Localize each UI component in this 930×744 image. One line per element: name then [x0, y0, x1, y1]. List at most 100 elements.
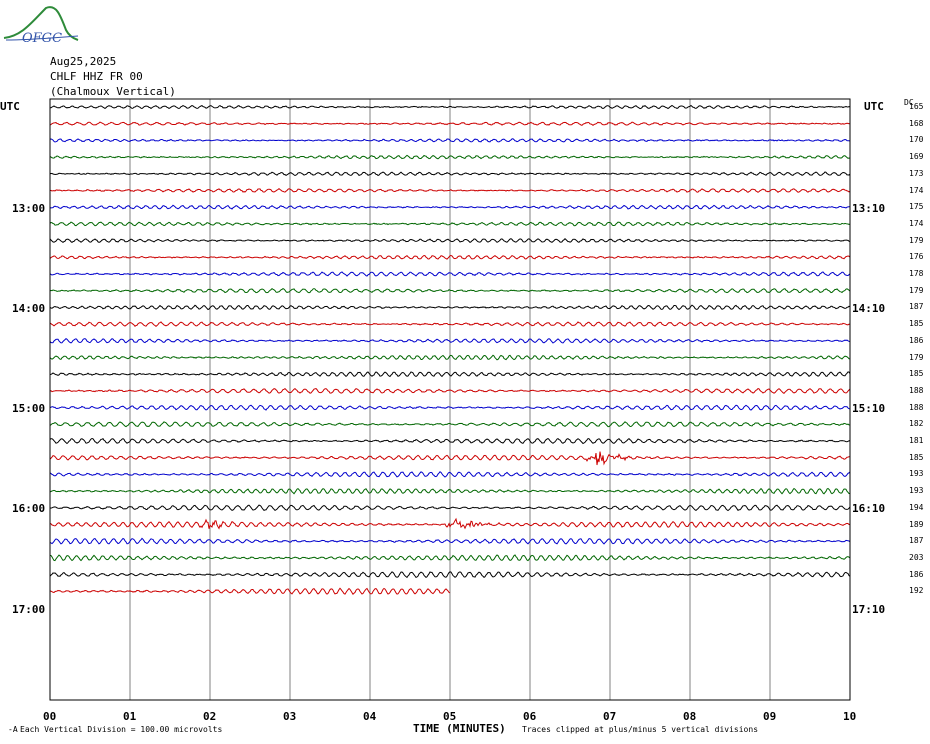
dc-offset-value: 179	[909, 235, 924, 245]
trace-2	[49, 121, 850, 126]
footer-division-note: Each Vertical Division = 100.00 microvol…	[20, 725, 223, 734]
x-axis-title: TIME (MINUTES)	[413, 722, 506, 735]
trace-3	[49, 138, 851, 143]
dc-offset-value: 174	[909, 218, 924, 228]
dc-offset-value: 185	[909, 319, 924, 329]
trace-8	[49, 221, 851, 227]
dc-offset-value: 188	[909, 385, 924, 395]
trace-1	[50, 104, 851, 110]
header-date: Aug25,2025	[50, 55, 117, 68]
dc-offset-value: 168	[909, 118, 924, 128]
dc-offset-value: 179	[909, 285, 924, 295]
trace-10	[49, 254, 851, 260]
trace-4	[49, 154, 851, 160]
footer-clip-note: Traces clipped at plus/minus 5 vertical …	[522, 725, 759, 734]
x-tick-label: 07	[603, 710, 617, 723]
dc-offset-value: 192	[909, 586, 924, 596]
dc-label: DC	[904, 98, 914, 107]
x-tick-label: 08	[683, 710, 697, 723]
dc-offset-value: 179	[909, 352, 924, 362]
x-tick-label: 01	[123, 710, 137, 723]
right-time-label: 16:10	[852, 502, 886, 515]
dc-offset-value: 182	[909, 419, 924, 429]
trace-20	[49, 421, 851, 428]
header-location: (Chalmoux Vertical)	[50, 85, 176, 98]
dc-offset-value: 170	[909, 135, 924, 145]
trace-28	[50, 554, 851, 562]
logo-text: OFGC	[22, 31, 62, 46]
dc-offset-value: 165	[909, 102, 924, 111]
trace-11	[49, 271, 851, 277]
left-utc-label: UTC	[0, 100, 20, 113]
dc-offset-value: 189	[909, 519, 924, 529]
x-tick-label: 10	[843, 710, 857, 723]
trace-12	[49, 287, 851, 294]
ofgc-logo: OFGC	[3, 6, 79, 46]
trace-7	[49, 204, 851, 210]
dc-offset-value: 187	[909, 536, 924, 546]
dc-offset-value: 174	[909, 185, 924, 195]
dc-offset-value: 176	[909, 252, 924, 262]
trace-23	[49, 471, 851, 478]
grid-lines	[129, 99, 771, 700]
plot-frame	[49, 98, 851, 701]
x-tick-label: 04	[363, 710, 377, 723]
left-time-label: 15:00	[12, 402, 46, 415]
trace-21	[49, 437, 851, 445]
seismic-traces	[49, 104, 851, 595]
trace-14	[49, 321, 851, 328]
x-tick-label: 05	[443, 710, 457, 723]
trace-13	[49, 304, 851, 311]
logo-underline	[5, 35, 79, 41]
dc-offset-value: 194	[909, 502, 924, 512]
trace-24	[49, 487, 851, 495]
right-utc-label: UTC	[864, 100, 884, 113]
x-tick-label: 09	[763, 710, 777, 723]
right-time-label: 15:10	[852, 402, 886, 415]
dc-offset-value: 186	[909, 335, 924, 345]
right-time-label: 13:10	[852, 202, 886, 215]
left-time-label: 16:00	[12, 502, 46, 515]
dc-offset-value: 173	[909, 168, 924, 178]
dc-offset-value: 188	[909, 402, 924, 412]
x-tick-label: 06	[523, 710, 537, 723]
trace-26	[49, 517, 851, 530]
left-time-label: 14:00	[12, 302, 46, 315]
right-time-label: 17:10	[852, 603, 886, 616]
trace-25	[49, 504, 851, 512]
dc-offset-value: 175	[909, 202, 924, 212]
trace-16	[49, 354, 851, 361]
trace-22	[49, 451, 850, 466]
dc-offset-value: 169	[909, 152, 924, 162]
x-tick-label: 02	[203, 710, 217, 723]
dc-offset-value: 178	[909, 269, 924, 278]
trace-17	[49, 371, 851, 378]
trace-9	[49, 237, 851, 244]
right-time-label: 14:10	[852, 302, 886, 315]
dc-offset-value: 203	[909, 552, 924, 562]
x-tick-label: 00	[43, 710, 57, 723]
trace-30	[49, 587, 451, 595]
dc-offset-value: 193	[909, 486, 924, 496]
trace-15	[49, 337, 851, 344]
header-station: CHLF HHZ FR 00	[50, 70, 143, 83]
left-time-label: 17:00	[12, 603, 46, 616]
trace-27	[49, 537, 851, 545]
dc-offset-value: 185	[909, 369, 924, 379]
trace-29	[49, 571, 851, 579]
trace-19	[49, 404, 851, 411]
left-time-label: 13:00	[12, 202, 46, 215]
dc-offset-value: 185	[909, 452, 924, 462]
dc-offset-value: 187	[909, 302, 924, 312]
x-tick-label: 03	[283, 710, 297, 723]
footer-marker: -A	[8, 725, 18, 734]
dc-offset-value: 193	[909, 469, 924, 479]
trace-18	[49, 387, 851, 394]
trace-6	[49, 188, 851, 193]
dc-offset-value: 181	[909, 436, 924, 445]
logo-curve	[3, 6, 79, 41]
trace-5	[49, 171, 851, 177]
dc-offset-value: 186	[909, 569, 924, 579]
